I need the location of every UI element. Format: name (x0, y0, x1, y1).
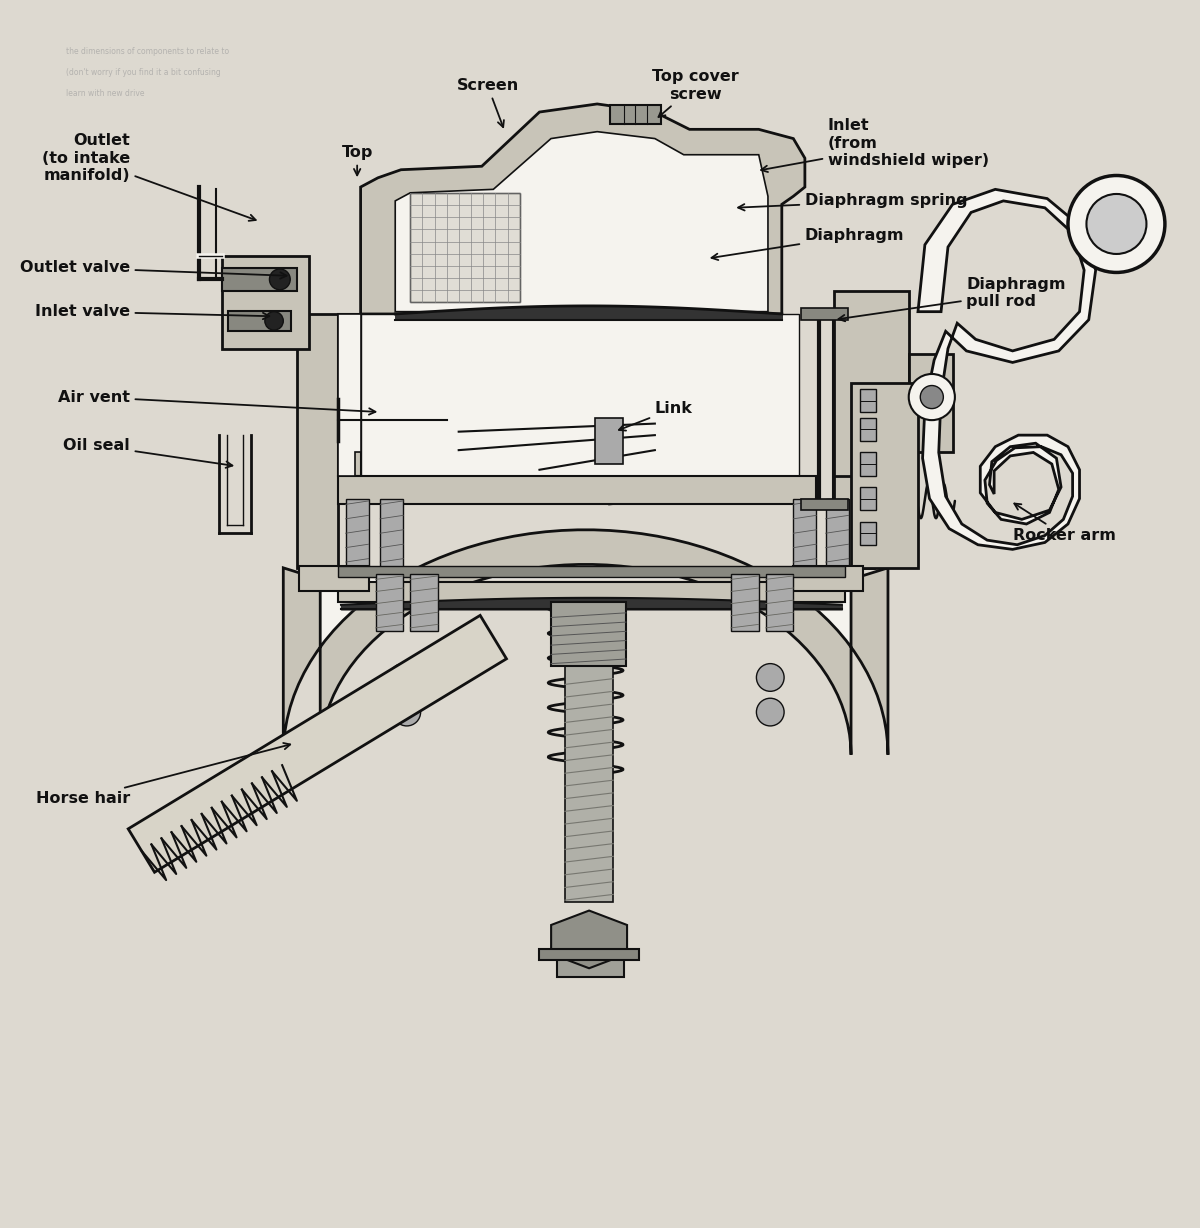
Bar (851, 383, 918, 567)
Text: Top: Top (342, 145, 373, 176)
Bar (860, 418, 876, 441)
Bar (222, 268, 298, 291)
Bar (361, 314, 799, 475)
Bar (565, 661, 613, 903)
Circle shape (920, 386, 943, 409)
Bar (860, 389, 876, 413)
Text: Oil seal: Oil seal (64, 438, 233, 468)
Text: Link: Link (619, 402, 692, 431)
Bar (222, 257, 308, 349)
Circle shape (756, 699, 784, 726)
Text: Diaphragm spring: Diaphragm spring (738, 193, 967, 210)
Circle shape (908, 375, 955, 420)
Bar (228, 311, 292, 332)
Bar (731, 573, 758, 631)
Bar (860, 452, 876, 475)
Circle shape (390, 663, 418, 691)
Polygon shape (337, 314, 361, 475)
Text: (don't worry if you find it a bit confusing: (don't worry if you find it a bit confus… (66, 68, 221, 77)
Circle shape (1068, 176, 1165, 273)
Text: Rocker arm: Rocker arm (1013, 503, 1116, 543)
Bar (826, 499, 848, 567)
Polygon shape (320, 565, 851, 755)
Polygon shape (128, 615, 506, 872)
Bar (793, 499, 816, 567)
Bar (346, 499, 368, 567)
Polygon shape (361, 104, 805, 314)
Text: Screen: Screen (456, 79, 518, 128)
Bar (610, 106, 661, 124)
Bar (380, 499, 403, 567)
Text: Diaphragm: Diaphragm (712, 228, 905, 260)
Polygon shape (395, 131, 768, 312)
Text: Outlet
(to intake
manifold): Outlet (to intake manifold) (42, 134, 256, 221)
Bar (802, 308, 847, 319)
Bar (834, 291, 908, 475)
Text: Diaphragm
pull rod: Diaphragm pull rod (839, 278, 1066, 322)
Bar (337, 582, 845, 603)
Bar (551, 603, 626, 666)
Text: Horse hair: Horse hair (36, 743, 290, 806)
Bar (337, 566, 845, 577)
Circle shape (265, 312, 283, 330)
Bar (834, 314, 874, 567)
Circle shape (270, 269, 290, 290)
Text: the dimensions of components to relate to: the dimensions of components to relate t… (66, 48, 229, 56)
Bar (337, 314, 361, 475)
Bar (337, 475, 816, 505)
Bar (557, 931, 624, 977)
Text: Inlet
(from
windshield wiper): Inlet (from windshield wiper) (761, 118, 989, 172)
Circle shape (756, 663, 784, 691)
Text: Air vent: Air vent (58, 389, 376, 415)
Polygon shape (551, 911, 628, 968)
Bar (766, 573, 793, 631)
Bar (410, 573, 438, 631)
Text: Top cover
screw: Top cover screw (652, 69, 739, 117)
Text: learn with new drive: learn with new drive (66, 88, 145, 98)
Text: Outlet valve: Outlet valve (19, 260, 287, 279)
Bar (793, 566, 863, 591)
Bar (376, 573, 403, 631)
Bar (410, 193, 520, 302)
Polygon shape (918, 189, 1096, 549)
Bar (300, 566, 368, 591)
Circle shape (1086, 194, 1146, 254)
Bar (860, 522, 876, 545)
Bar (802, 499, 847, 510)
Bar (298, 314, 337, 567)
Bar (908, 355, 953, 452)
Polygon shape (283, 529, 888, 755)
Bar (595, 418, 623, 464)
Bar (540, 949, 638, 960)
Bar (860, 488, 876, 510)
Circle shape (392, 699, 421, 726)
Text: Inlet valve: Inlet valve (35, 305, 269, 319)
